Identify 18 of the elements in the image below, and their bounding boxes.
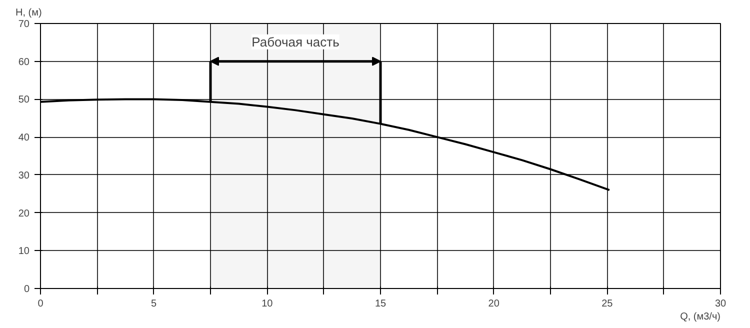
x-tick-label: 15	[374, 298, 386, 310]
y-tick-label: 30	[18, 170, 30, 182]
y-tick-label: 40	[18, 132, 30, 144]
y-axis-title: H, (м)	[16, 8, 42, 18]
x-tick-label: 30	[714, 298, 726, 310]
x-axis-title: Q, (м3/ч)	[680, 312, 720, 322]
y-tick-label: 10	[18, 246, 30, 258]
x-tick-label: 25	[602, 298, 614, 310]
band-label: Рабочая часть	[252, 34, 340, 50]
y-tick-label: 0	[24, 284, 30, 295]
y-tick-label: 60	[18, 56, 30, 68]
y-tick-label: 70	[18, 19, 30, 30]
x-tick-label: 5	[151, 298, 158, 310]
x-tick-label: 10	[262, 298, 274, 310]
x-tick-label: 0	[38, 298, 44, 310]
y-tick-label: 20	[18, 208, 30, 220]
y-tick-label: 50	[18, 94, 30, 106]
x-tick-label: 20	[488, 298, 500, 310]
